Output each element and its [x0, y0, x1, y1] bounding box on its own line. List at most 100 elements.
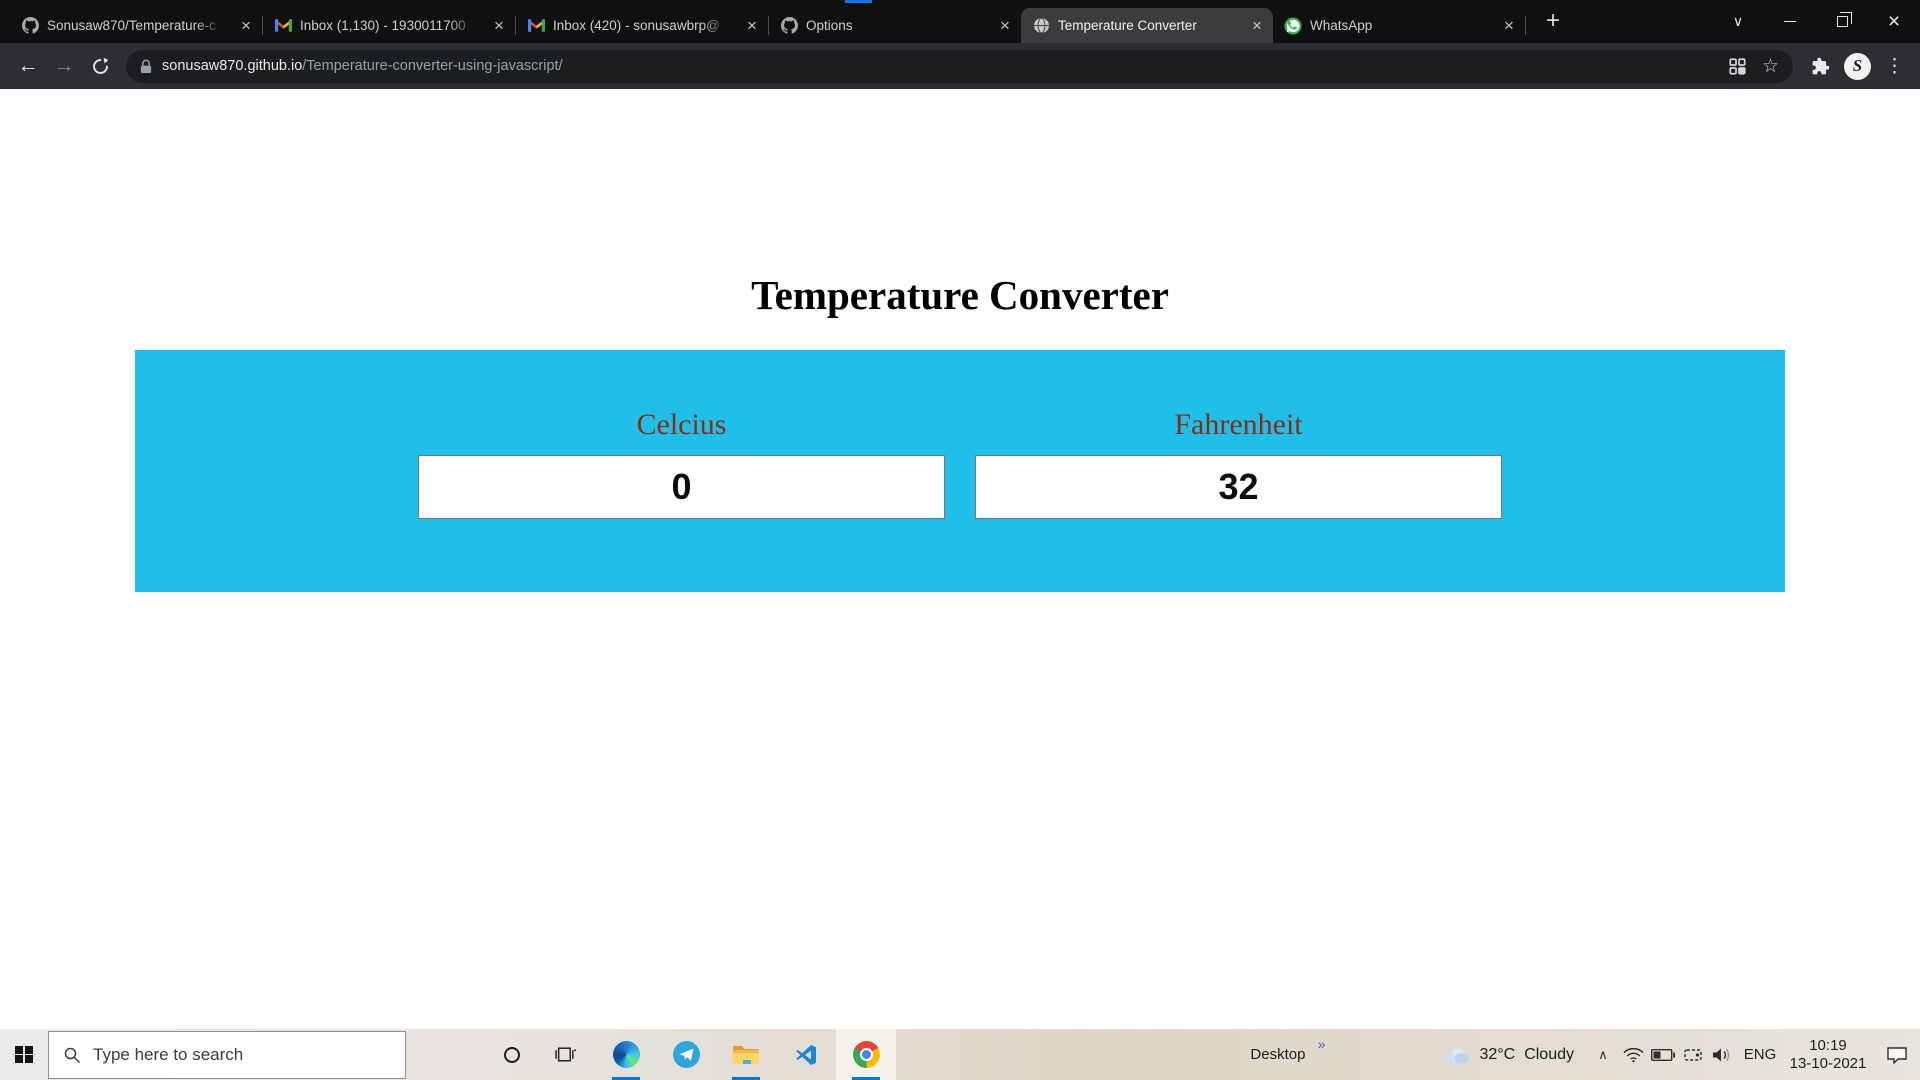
tab-search-chevron-icon[interactable]: ∨: [1732, 13, 1744, 29]
github-icon: [780, 17, 798, 35]
url-host: sonusaw870.github.io: [162, 58, 303, 74]
tab-separator: [262, 16, 263, 35]
close-window-button[interactable]: ×: [1887, 9, 1901, 33]
tab-loading-indicator: [845, 0, 872, 3]
file-explorer-icon: [733, 1045, 759, 1064]
chrome-icon: [852, 1041, 880, 1068]
close-icon[interactable]: ×: [1252, 15, 1262, 35]
converter-panel: Celcius Fahrenheit: [135, 350, 1785, 592]
globe-icon: [1032, 17, 1050, 35]
tab-groups-icon[interactable]: [1729, 57, 1746, 75]
battery-tray-icon[interactable]: [1648, 1029, 1678, 1080]
close-icon[interactable]: ×: [494, 15, 504, 35]
page-title: Temperature Converter: [751, 272, 1169, 318]
wireless-display-tray-icon[interactable]: [1678, 1029, 1708, 1080]
tab-separator: [1525, 16, 1526, 35]
minimize-button[interactable]: [1764, 0, 1816, 43]
toolbar-right: S ⋮: [1801, 52, 1910, 80]
close-icon[interactable]: ×: [1000, 15, 1010, 35]
celsius-label: Celcius: [636, 408, 727, 441]
reload-button[interactable]: [82, 48, 118, 84]
restore-icon: [1836, 12, 1852, 27]
overflow-chevron-icon[interactable]: »: [1317, 1036, 1326, 1052]
search-placeholder: Type here to search: [93, 1044, 244, 1064]
fahrenheit-input[interactable]: [975, 455, 1502, 519]
close-icon[interactable]: ×: [1504, 15, 1514, 35]
tab-title: Inbox (1,130) - 1930011700: [300, 18, 466, 33]
cortana-icon: [504, 1046, 520, 1063]
taskbar-search[interactable]: Type here to search: [48, 1030, 406, 1079]
profile-avatar[interactable]: S: [1844, 52, 1871, 80]
gmail-icon: [274, 17, 292, 35]
search-icon: [63, 1046, 81, 1064]
clock-date: 13-10-2021: [1789, 1054, 1867, 1072]
tab-github-repo[interactable]: Sonusaw870/Temperature-c ×: [10, 8, 262, 43]
reload-icon: [92, 57, 108, 74]
gmail-icon: [527, 17, 545, 35]
cortana-button[interactable]: [488, 1029, 536, 1080]
browser-menu-icon[interactable]: ⋮: [1885, 55, 1904, 77]
tab-title: WhatsApp: [1310, 18, 1373, 33]
taskbar-app-file-explorer[interactable]: [716, 1029, 776, 1080]
tab-gmail-inbox-1[interactable]: Inbox (1,130) - 1930011700 ×: [263, 8, 515, 43]
github-icon: [21, 17, 39, 35]
tab-whatsapp[interactable]: WhatsApp ×: [1273, 8, 1525, 43]
whatsapp-icon: [1284, 17, 1302, 35]
page-content: Temperature Converter Celcius Fahrenheit: [0, 89, 1920, 1029]
volume-tray-icon[interactable]: [1708, 1029, 1738, 1080]
tab-separator: [515, 16, 516, 35]
window-controls: ∨ ×: [1712, 0, 1920, 43]
lock-icon[interactable]: [140, 59, 152, 74]
close-icon[interactable]: ×: [747, 15, 757, 35]
tab-options[interactable]: Options ×: [769, 8, 1021, 43]
url-path: /Temperature-converter-using-javascript/: [302, 58, 563, 74]
tab-separator: [768, 16, 769, 35]
weather-temp: 32°C: [1479, 1045, 1516, 1063]
wifi-tray-icon[interactable]: [1618, 1029, 1648, 1080]
celsius-input[interactable]: [418, 455, 945, 519]
start-button[interactable]: [0, 1029, 48, 1080]
close-icon[interactable]: ×: [241, 15, 251, 35]
windows-logo-icon: [15, 1045, 33, 1064]
minimize-icon: [1784, 20, 1796, 23]
taskbar-app-chrome[interactable]: [836, 1029, 896, 1080]
hidden-icons-chevron[interactable]: ∧: [1598, 1046, 1608, 1062]
desktop-label: Desktop: [1250, 1046, 1306, 1063]
action-center-button[interactable]: [1874, 1029, 1920, 1080]
task-view-icon: [555, 1047, 577, 1062]
windows-taskbar: Type here to search Desktop » 32°C Cloud…: [0, 1029, 1920, 1080]
desktop-toolbar[interactable]: Desktop »: [1250, 1036, 1325, 1063]
taskbar-app-vscode[interactable]: [776, 1029, 836, 1080]
cloud-icon: [1443, 1045, 1470, 1064]
telegram-icon: [672, 1041, 700, 1068]
taskbar-clock[interactable]: 10:19 13-10-2021: [1782, 1037, 1874, 1073]
extensions-puzzle-icon[interactable]: [1811, 57, 1830, 76]
tab-gmail-inbox-2[interactable]: Inbox (420) - sonusawbrp@ ×: [516, 8, 768, 43]
tab-temperature-converter-active[interactable]: Temperature Converter ×: [1021, 8, 1273, 43]
back-button[interactable]: ←: [17, 54, 39, 77]
browser-toolbar: ← → sonusaw870.github.io/Temperature-con…: [0, 43, 1920, 89]
forward-button[interactable]: →: [53, 54, 75, 77]
restore-button[interactable]: [1816, 0, 1868, 43]
address-bar[interactable]: sonusaw870.github.io/Temperature-convert…: [126, 49, 1793, 83]
notification-icon: [1887, 1046, 1907, 1064]
tab-title: Inbox (420) - sonusawbrp@: [553, 18, 720, 33]
tabs-container: Sonusaw870/Temperature-c × Inbox (1,130)…: [0, 7, 1568, 43]
fahrenheit-group: Fahrenheit: [975, 408, 1502, 519]
clock-time: 10:19: [1809, 1036, 1847, 1054]
task-view-button[interactable]: [536, 1029, 596, 1080]
taskbar-app-telegram[interactable]: [656, 1029, 716, 1080]
language-indicator[interactable]: ENG: [1743, 1046, 1777, 1063]
edge-icon: [612, 1041, 640, 1068]
fahrenheit-label: Fahrenheit: [1174, 408, 1303, 441]
new-tab-button[interactable]: +: [1545, 7, 1560, 34]
vscode-icon: [796, 1044, 816, 1065]
browser-tab-strip: Sonusaw870/Temperature-c × Inbox (1,130)…: [0, 0, 1920, 43]
tab-title: Sonusaw870/Temperature-c: [47, 18, 216, 33]
weather-condition: Cloudy: [1524, 1045, 1574, 1063]
weather-widget[interactable]: 32°C Cloudy: [1443, 1045, 1574, 1064]
bookmark-star-icon[interactable]: ☆: [1761, 55, 1779, 77]
taskbar-app-edge[interactable]: [596, 1029, 656, 1080]
tab-title: Temperature Converter: [1058, 18, 1197, 33]
celsius-group: Celcius: [418, 408, 945, 519]
